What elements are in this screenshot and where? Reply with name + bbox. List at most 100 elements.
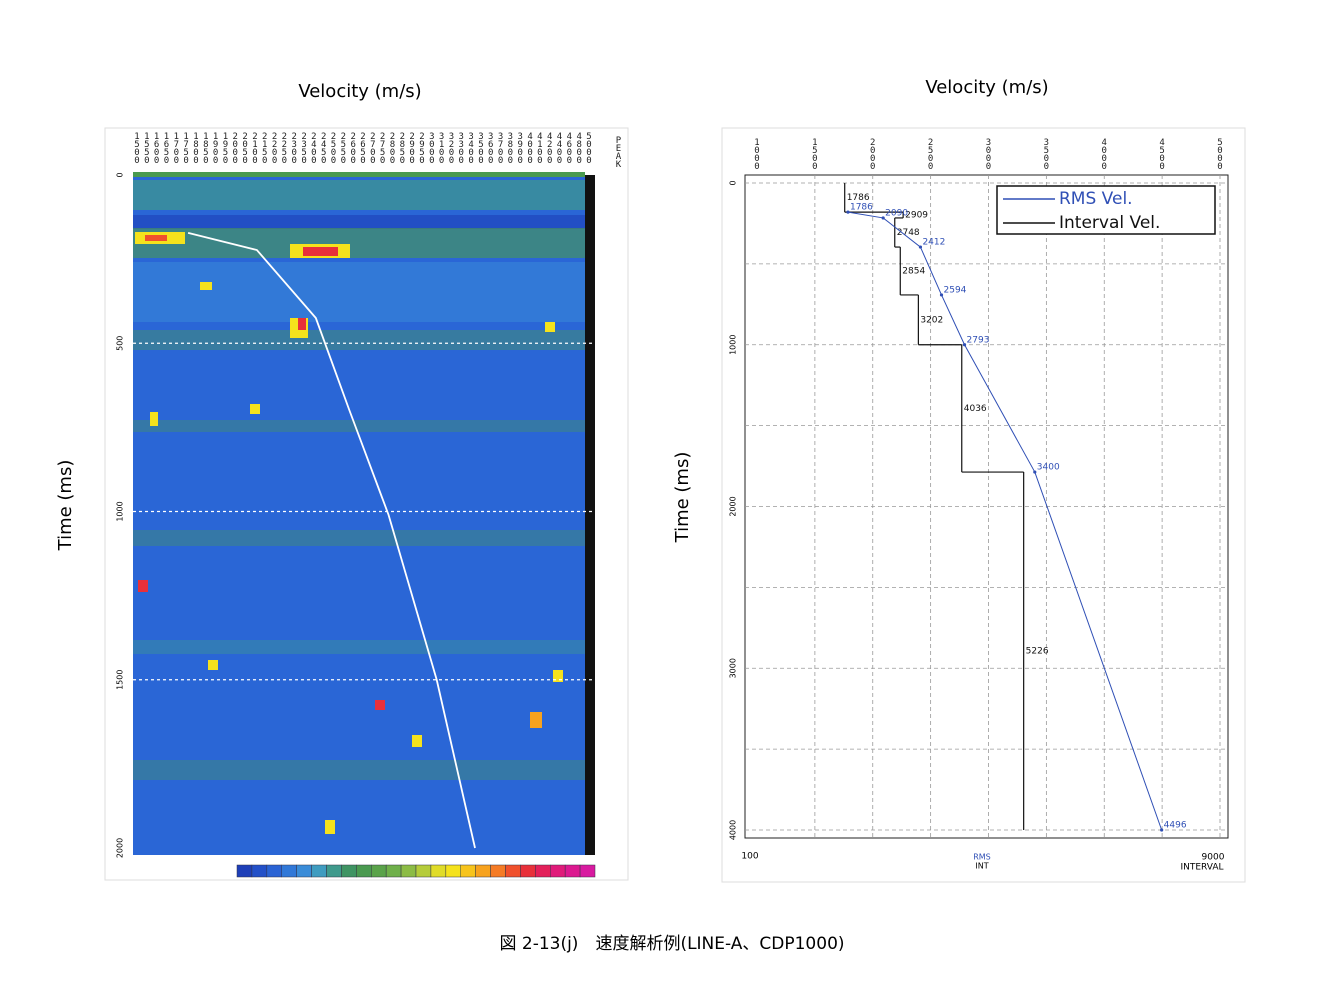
x-tick-label: 2800 [389, 132, 396, 166]
colorbar-cell [579, 864, 596, 878]
x-tick-label: 4400 [556, 132, 563, 166]
x-tick-label: 2050 [242, 132, 248, 166]
y-tick-label: 4000 [729, 820, 738, 840]
colorbar-cell [460, 864, 476, 878]
x-tick-label: 4200 [546, 132, 553, 166]
interval-label: 4036 [964, 404, 987, 414]
x-tick-label: 2650 [360, 132, 366, 166]
x-tick-label: 4000 [1101, 138, 1107, 172]
x-tick-label: 1700 [173, 132, 179, 166]
x-tick-label: 3300 [458, 132, 464, 166]
colorbar-cell [535, 864, 551, 878]
x-tick-label: 2450 [320, 132, 327, 166]
colorbar-cell [564, 864, 581, 878]
right-panel [721, 127, 1246, 883]
x-tick-label: 3200 [448, 132, 455, 166]
rms-label: 2412 [922, 238, 945, 248]
rms-axis-label: RMS [973, 853, 991, 862]
colorbar-cell [550, 864, 566, 878]
x-tick-label: 1550 [144, 132, 150, 166]
colorbar-cell [296, 864, 312, 878]
rms-point [918, 245, 923, 249]
x-tick-label: 1600 [153, 132, 160, 166]
colorbar-cell [520, 864, 536, 878]
x-tick-label: 2350 [301, 132, 307, 166]
colorbar-cell [326, 864, 342, 878]
x-tick-label: 4000 [527, 132, 533, 166]
x-tick-label: 2600 [350, 132, 356, 166]
interval-axis-label: INTERVAL [1180, 863, 1223, 873]
legend-label: Interval Vel. [1059, 213, 1160, 233]
x-tick-label: 4100 [537, 132, 543, 166]
rms-label: 2793 [967, 335, 990, 345]
colorbar-cell [281, 864, 297, 878]
y-axis-label: Time (ms) [55, 460, 76, 552]
colorbar-cell [341, 864, 357, 878]
interval-label: 3202 [920, 315, 943, 325]
rms-label: 1786 [850, 203, 873, 213]
colorbar-cell [266, 864, 283, 878]
peak-label: PEAK [615, 136, 622, 170]
legend-box [996, 185, 1216, 235]
x-tick-label: 1850 [203, 132, 209, 166]
rms-label: 4496 [1164, 821, 1187, 831]
interval-label: 2854 [902, 266, 925, 276]
rms-point [939, 293, 944, 297]
colorbar-cell [236, 864, 253, 878]
x-tick-label: 1000 [754, 138, 760, 172]
caption: 図 2-13(j) 速度解析例(LINE-A、CDP1000) [499, 934, 844, 954]
x-tick-label: 1650 [163, 132, 170, 166]
x-tick-label: 2100 [252, 132, 258, 166]
x-tick-label: 1500 [812, 138, 818, 172]
x-tick-label: 2750 [379, 132, 386, 166]
x-tick-label: 2500 [927, 138, 934, 172]
x-tick-label: 4500 [1159, 138, 1165, 172]
colorbar-cell [371, 864, 387, 878]
chart-title: Velocity (m/s) [925, 77, 1048, 98]
x-tick-label: 1750 [183, 132, 189, 166]
rms-point [962, 343, 967, 347]
colorbar-cell [400, 864, 417, 878]
colorbar-cell [311, 864, 327, 878]
x-tick-label: 4800 [576, 132, 582, 166]
y-tick-label: 1000 [729, 335, 738, 355]
interval-label: 2748 [897, 228, 920, 238]
x-tick-label: 3000 [985, 138, 992, 172]
x-tick-label: 2000 [870, 138, 876, 172]
interval-tick-label: 9000 [1202, 853, 1225, 863]
rms-line [847, 211, 1163, 831]
rms-point [1160, 828, 1164, 832]
y-tick-label: 0 [116, 172, 125, 177]
rms-point [881, 216, 885, 220]
interval-label: 1786 [847, 193, 870, 203]
rms-label: 3400 [1037, 463, 1060, 473]
rms-point [846, 210, 850, 214]
interval-label: 2909 [905, 211, 928, 221]
interval-tick-label: 100 [741, 852, 758, 862]
rms-label: 2090 [885, 208, 908, 218]
x-tick-label: 3400 [468, 132, 474, 166]
y-tick-label: 500 [116, 336, 125, 351]
left-panel [104, 127, 629, 881]
x-tick-label: 3900 [517, 132, 523, 166]
interval-label: 5226 [1026, 647, 1049, 657]
colorbar-cell [356, 864, 372, 878]
y-tick-label: 1000 [116, 501, 125, 521]
x-tick-label: 2000 [232, 132, 238, 166]
colorbar-cell [251, 864, 268, 878]
rms-point [1033, 470, 1037, 474]
x-tick-label: 2850 [399, 132, 405, 166]
x-tick-label: 3000 [429, 132, 435, 166]
x-tick-label: 3500 [478, 132, 484, 166]
x-tick-label: 2950 [419, 132, 425, 166]
x-tick-label: 5000 [1217, 138, 1223, 172]
x-tick-label: 3800 [507, 132, 514, 166]
colorbar-cell [505, 864, 521, 878]
x-tick-label: 1800 [193, 132, 199, 166]
y-tick-label: 1500 [116, 670, 125, 690]
legend-label: RMS Vel. [1059, 189, 1133, 209]
colorbar-cell [430, 864, 447, 878]
y-tick-label: 2000 [116, 838, 125, 858]
